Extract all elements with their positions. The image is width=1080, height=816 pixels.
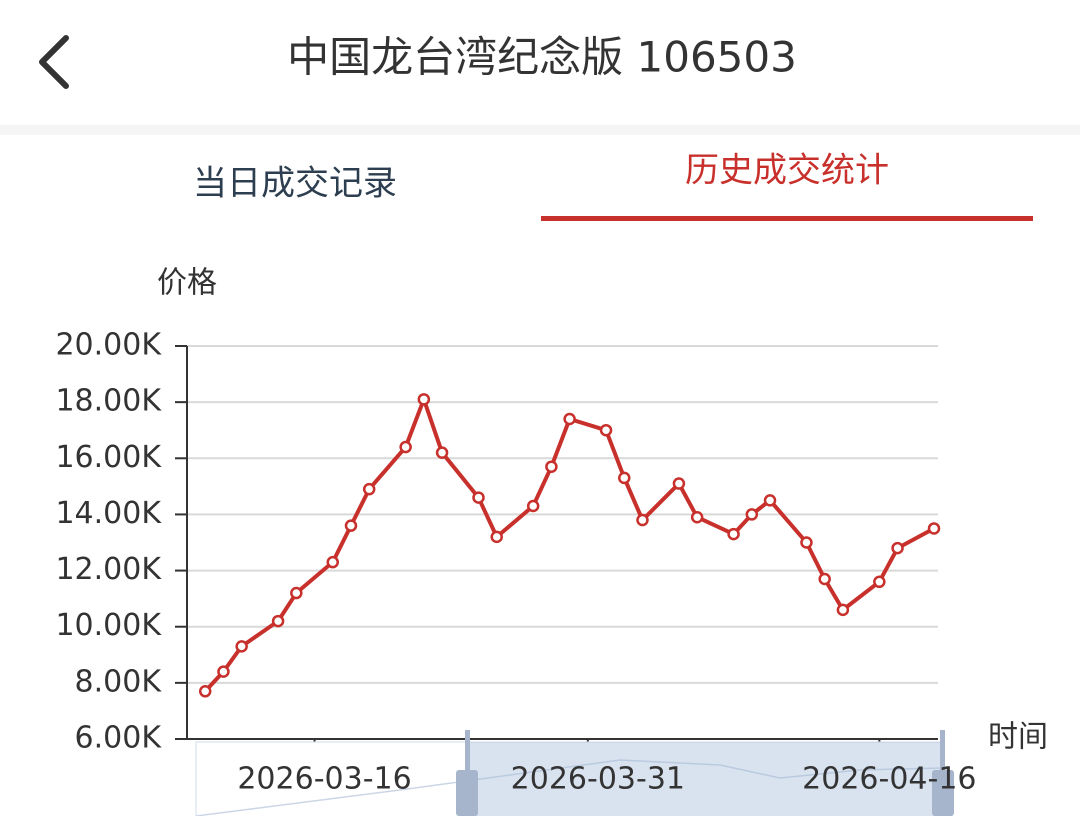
back-button[interactable] [39,35,69,89]
separator [0,125,1080,135]
page-title: 中国龙台湾纪念版 106503 [287,33,797,82]
y-tick-label: 20.00K [55,328,162,363]
point [217,665,230,678]
y-tick-label: 16.00K [55,440,162,475]
point [417,393,431,406]
point [891,541,904,555]
x-tick-label: 2026-03-16 [237,762,411,797]
zoom-handle[interactable] [456,770,478,816]
point [399,440,412,454]
y-tick-label: 10.00K [55,608,162,643]
tab[interactable]: 当日成交记录 [193,164,397,204]
y-tick-label: 6.00K [75,721,163,756]
y-tick-label: 8.00K [75,664,163,699]
point [836,603,850,617]
point [745,508,759,521]
point [818,572,831,586]
point [618,471,631,485]
price-line [203,397,935,693]
point [563,412,576,426]
point [763,494,777,507]
tab-active[interactable]: 历史成交统计 [685,151,889,191]
point [472,491,485,504]
zoom-handle-bar [465,730,470,770]
point [362,482,376,496]
point [545,460,558,473]
y-tick-label: 14.00K [55,496,162,531]
data-zoom[interactable] [195,730,954,816]
point [435,446,449,459]
point [873,575,886,589]
point [490,530,503,544]
point [800,536,813,549]
zoom-window[interactable] [466,742,942,816]
y-tick-label: 18.00K [55,384,162,419]
point [290,586,303,600]
point [636,513,649,527]
zoom-handle[interactable] [932,770,954,816]
x-tick-label: 2026-04-16 [802,762,976,797]
point [271,614,285,628]
point [727,527,740,541]
point [672,477,686,490]
zoom-preview [195,759,945,816]
y-axis-label: 价格 [157,266,217,301]
point [690,510,704,524]
x-axis-label: 时间 [988,720,1048,755]
tab-underline [541,216,1033,221]
zoom-handle-bar [940,730,945,770]
zoom-track [195,741,945,816]
point [198,685,212,698]
point [526,499,540,513]
x-tick-label: 2026-03-31 [511,762,685,797]
point [235,640,248,653]
point [344,519,358,532]
point [326,555,340,569]
point [599,423,613,437]
y-tick-label: 12.00K [55,552,162,587]
point [927,522,941,535]
